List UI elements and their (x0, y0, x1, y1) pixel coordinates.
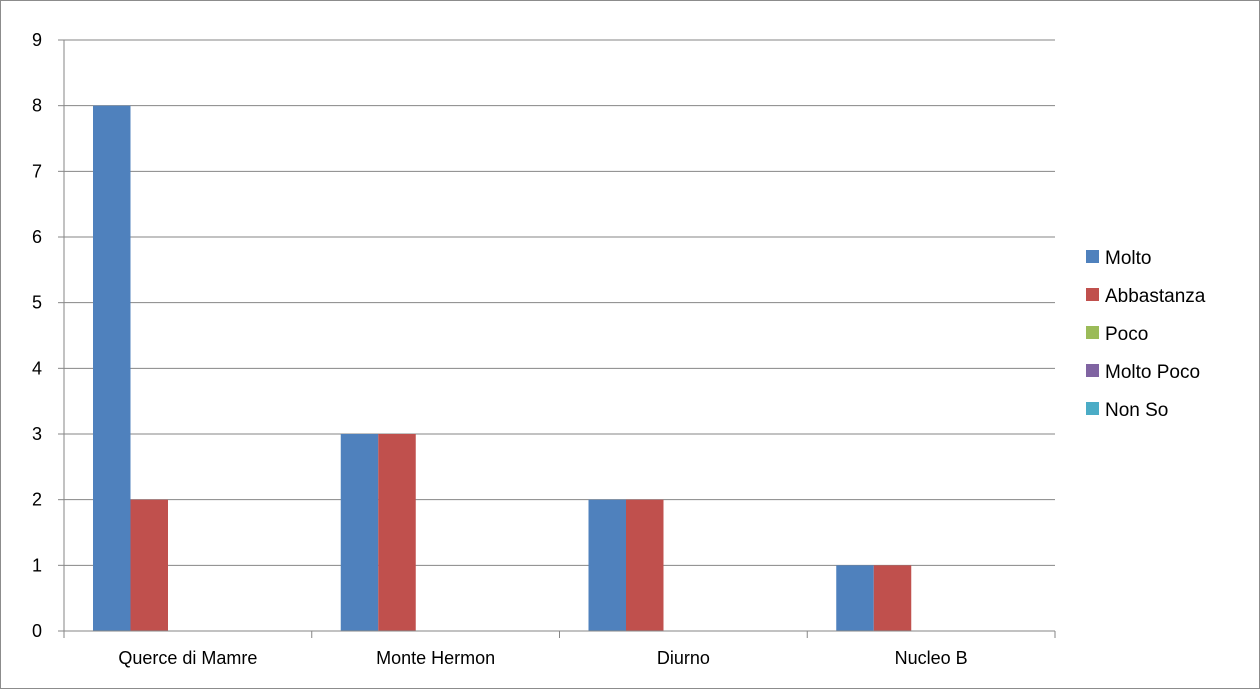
y-tick-label: 8 (32, 96, 42, 116)
y-tick-label: 0 (32, 621, 42, 641)
bar-abbastanza (626, 499, 664, 631)
legend-swatch (1086, 364, 1099, 377)
bar-abbastanza (130, 499, 168, 631)
x-tick-label: Nucleo B (895, 648, 968, 668)
legend-label: Molto (1105, 248, 1151, 269)
y-tick-label: 9 (32, 30, 42, 50)
legend-swatch (1086, 288, 1099, 301)
axes (58, 39, 1056, 638)
x-tick-label: Querce di Mamre (118, 648, 257, 668)
y-tick-label: 2 (32, 490, 42, 510)
y-tick-label: 1 (32, 555, 42, 575)
y-tick-label: 6 (32, 227, 42, 247)
x-tick-label: Diurno (657, 648, 710, 668)
bar-molto (340, 434, 379, 631)
legend-label: Molto Poco (1105, 362, 1200, 383)
bar-abbastanza (378, 434, 416, 631)
bar-molto (836, 565, 874, 631)
y-tick-label: 5 (32, 293, 42, 313)
bar-abbastanza (873, 565, 912, 631)
legend-label: Abbastanza (1105, 286, 1206, 307)
legend-swatch (1086, 326, 1099, 339)
legend: Molto Abbastanza Poco Molto Poco Non So (1086, 248, 1206, 421)
bars (93, 105, 912, 631)
legend-label: Poco (1105, 324, 1148, 345)
x-axis-tick-labels: Querce di Mamre Monte Hermon Diurno Nucleo … (118, 648, 967, 668)
gridlines (64, 39, 1055, 566)
legend-label: Non So (1105, 400, 1168, 421)
legend-swatch (1086, 250, 1099, 263)
bar-molto (93, 105, 131, 631)
y-tick-label: 4 (32, 358, 42, 378)
x-tick-label: Monte Hermon (376, 648, 495, 668)
legend-swatch (1086, 402, 1099, 415)
y-tick-label: 7 (32, 161, 42, 181)
y-tick-label: 3 (32, 424, 42, 444)
y-axis-tick-labels: 0 1 2 3 4 5 6 7 8 9 (32, 30, 42, 641)
bar-molto (588, 499, 626, 631)
